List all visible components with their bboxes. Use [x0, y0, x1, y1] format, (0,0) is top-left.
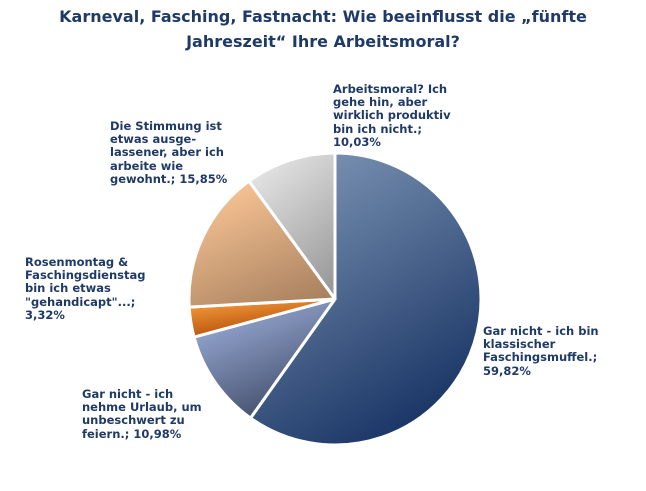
label-line: klassischer — [483, 337, 556, 352]
label-line: Arbeitsmoral? Ich — [333, 82, 448, 96]
label-line: Gar nicht - ich bin — [483, 324, 599, 338]
label-line: Die Stimmung ist — [110, 119, 222, 133]
label-line: 59,82% — [483, 363, 531, 378]
label-line: gehe hin, aber — [333, 95, 428, 110]
slice-faschingsmuffel — [249, 151, 483, 447]
label-line: lassener, aber ich — [110, 145, 224, 160]
label-line: Faschingsdienstag — [25, 268, 146, 283]
label-line: unbeschwert zu — [82, 413, 185, 428]
label-line: feiern.; 10,98% — [82, 426, 182, 441]
label-line: nehme Urlaub, um — [82, 400, 202, 415]
slice-label-stimmung: Die Stimmung ist etwas ausge- lassener, … — [110, 119, 228, 186]
label-line: Rosenmontag & — [25, 255, 129, 269]
label-line: bin ich nicht.; — [333, 121, 422, 136]
label-line: "gehandicapt"...; — [25, 294, 136, 309]
chart-title-line-2: Jahreszeit“ Ihre Arbeitsmoral? — [186, 32, 460, 51]
label-line: 10,03% — [333, 134, 381, 149]
slice-stimmung — [187, 179, 337, 309]
label-line: bin ich etwas — [25, 281, 111, 296]
slice-arbeitsmoral — [247, 151, 337, 301]
slice-label-faschingsmuffel: Gar nicht - ich bin klassischer Fasching… — [483, 324, 599, 378]
label-line: arbeite wie — [110, 158, 184, 173]
slice-label-rosenmontag: Rosenmontag & Faschingsdienstag bin ich … — [25, 255, 146, 322]
label-line: 3,32% — [25, 307, 65, 322]
label-line: etwas ausge- — [110, 132, 197, 147]
label-line: Gar nicht - ich — [82, 387, 174, 401]
label-line: wirklich produktiv — [333, 108, 451, 123]
label-line: gewohnt.; 15,85% — [110, 171, 228, 186]
label-line: Faschingsmuffel.; — [483, 350, 598, 365]
chart-title: Karneval, Fasching, Fastnacht: Wie beein… — [0, 4, 646, 54]
chart-title-line-1: Karneval, Fasching, Fastnacht: Wie beein… — [59, 7, 587, 26]
slice-label-urlaub: Gar nicht - ich nehme Urlaub, um unbesch… — [82, 387, 202, 441]
slice-label-arbeitsmoral: Arbeitsmoral? Ich gehe hin, aber wirklic… — [333, 82, 451, 149]
